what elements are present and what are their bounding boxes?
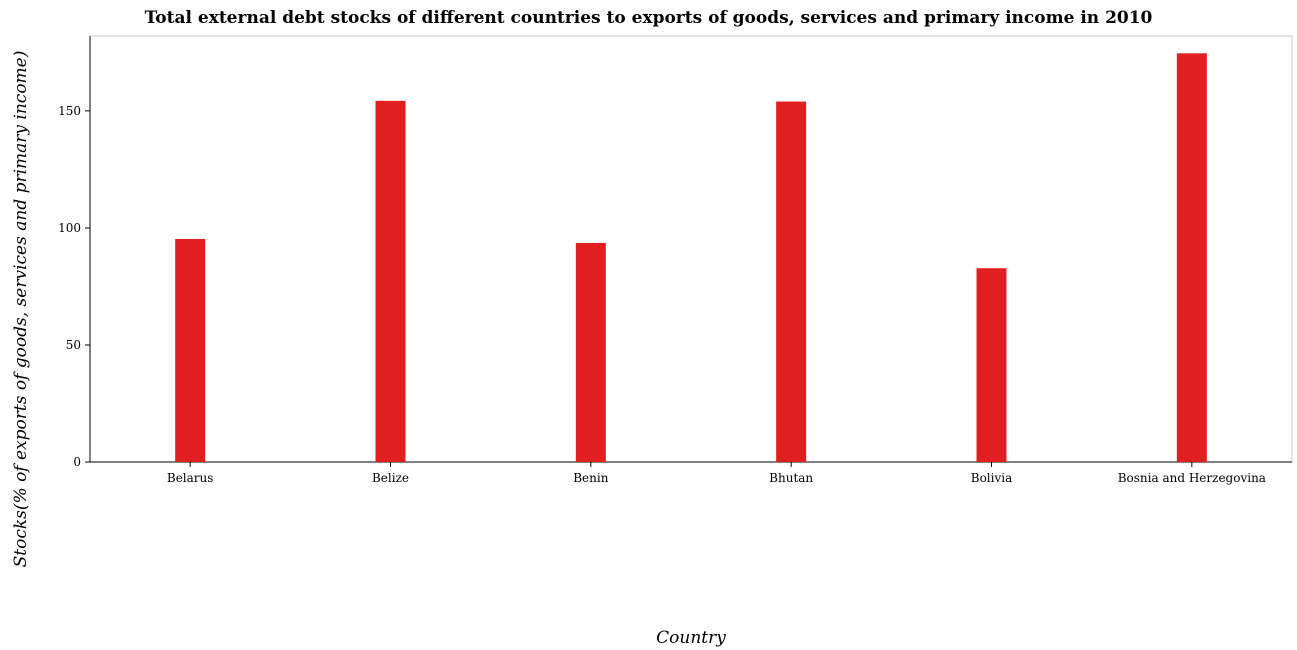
bar: [976, 268, 1007, 462]
x-axis-label: Country: [656, 628, 726, 648]
x-tick-label: Bhutan: [769, 471, 813, 485]
y-tick-label: 150: [58, 104, 81, 118]
chart-title: Total external debt stocks of different …: [144, 8, 1153, 28]
y-axis: 0 50 100 150: [58, 104, 90, 469]
x-axis: Belarus Belize Benin Bhutan Bolivia Bosnia an…: [167, 462, 1266, 485]
bar: [776, 101, 807, 463]
bars: [175, 53, 1207, 463]
plot-border: [89, 35, 1293, 463]
y-axis-label: Stocks(% of exports of goods, services a…: [11, 51, 31, 568]
x-tick-label: Benin: [573, 471, 608, 485]
x-tick-label: Bolivia: [971, 471, 1013, 485]
y-tick-label: 0: [73, 455, 81, 469]
bar: [375, 100, 406, 462]
x-tick-label: Belarus: [167, 471, 214, 485]
y-tick-label: 50: [66, 338, 81, 352]
bar: [575, 242, 606, 462]
bar: [175, 238, 206, 462]
y-tick-label: 100: [58, 221, 81, 235]
x-tick-label: Bosnia and Herzegovina: [1118, 471, 1266, 485]
x-tick-label: Belize: [372, 471, 409, 485]
bar: [1176, 53, 1207, 462]
plot-area: [89, 35, 1293, 463]
